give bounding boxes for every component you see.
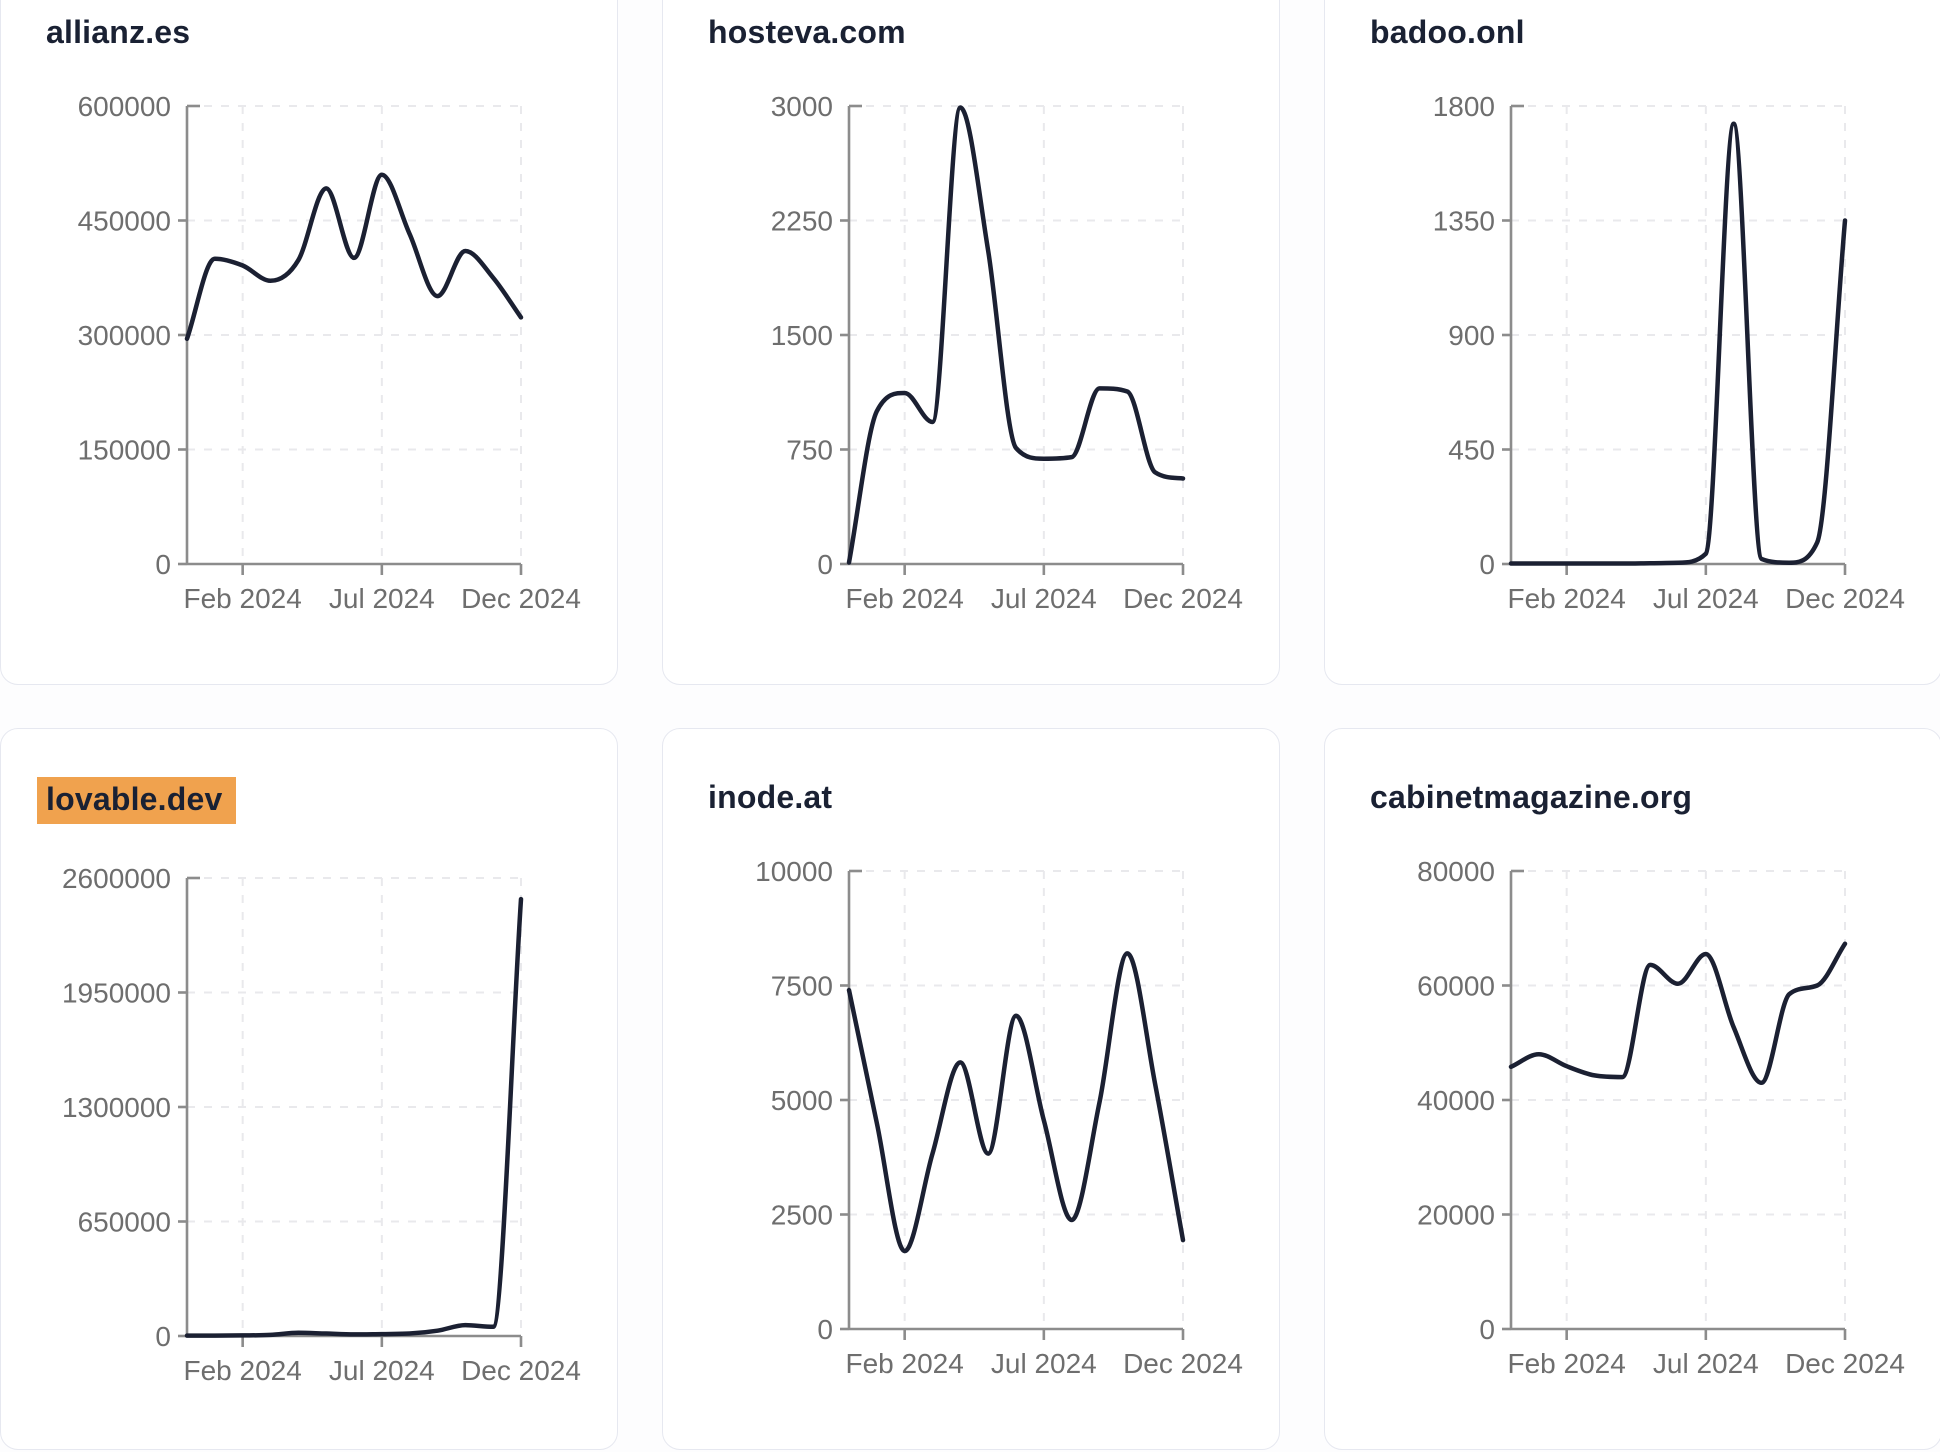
y-tick-label: 1500 [771, 320, 833, 351]
tick-labels: 0 450 900 1350 1800 Feb 2024 Jul 2024 Dec 2024 [1433, 91, 1905, 614]
y-tick-label: 450 [1448, 435, 1495, 466]
chart-title-text-highlighted: lovable.dev [37, 777, 236, 824]
x-tick-label: Dec 2024 [461, 583, 581, 614]
x-tick-label: Jul 2024 [329, 583, 435, 614]
x-tick-label: Feb 2024 [1508, 1348, 1626, 1379]
gridlines [849, 870, 1184, 1329]
axes [840, 104, 1185, 575]
tick-labels: 0 20000 40000 60000 80000 Feb 2024 Jul 2024 Dec… [1417, 856, 1905, 1379]
domain-chart-card-inode-at: inode.at 0 2500 5000 7500 10000 Feb 2024 Jul 2… [662, 728, 1280, 1450]
y-tick-label: 0 [817, 549, 833, 580]
chart-title: cabinetmagazine.org [1370, 777, 1940, 817]
x-tick-label: Dec 2024 [1785, 583, 1905, 614]
y-tick-label: 1300000 [62, 1092, 171, 1123]
line-chart-hosteva-com: 0 750 1500 2250 3000 Feb 2024 Jul 2024 Dec 2024 [771, 91, 1243, 614]
chart-title: hosteva.com [708, 12, 1279, 52]
gridlines [187, 105, 522, 564]
domain-chart-card-badoo-onl: badoo.onl 0 450 900 1350 1800 Feb 2024 Jul 202… [1324, 0, 1940, 685]
x-tick-label: Feb 2024 [846, 583, 964, 614]
chart-title: lovable.dev [37, 777, 617, 824]
y-tick-label: 60000 [1417, 971, 1495, 1002]
x-tick-label: Dec 2024 [1123, 583, 1243, 614]
x-tick-label: Dec 2024 [1123, 1348, 1243, 1379]
line-chart-cabinetmagazine-org: 0 20000 40000 60000 80000 Feb 2024 Jul 2024 Dec… [1417, 856, 1905, 1379]
line-chart-allianz-es: 0 150000 300000 450000 600000 Feb 2024 Jul 202… [78, 91, 581, 614]
x-tick-label: Jul 2024 [991, 1348, 1097, 1379]
axes [178, 104, 523, 575]
x-tick-label: Feb 2024 [184, 1355, 302, 1386]
x-tick-label: Dec 2024 [461, 1355, 581, 1386]
gridlines [1511, 105, 1846, 564]
y-tick-label: 0 [155, 1321, 171, 1352]
tick-labels: 0 150000 300000 450000 600000 Feb 2024 Jul 202… [78, 91, 581, 614]
line-chart-inode-at: 0 2500 5000 7500 10000 Feb 2024 Jul 2024 Dec 20… [755, 856, 1243, 1379]
y-tick-label: 7500 [771, 971, 833, 1002]
series-line [184, 172, 524, 342]
x-tick-label: Jul 2024 [329, 1355, 435, 1386]
y-tick-label: 0 [155, 549, 171, 580]
y-tick-label: 2600000 [62, 863, 171, 894]
y-tick-label: 80000 [1417, 856, 1495, 887]
axes [1502, 869, 1847, 1340]
y-tick-label: 300000 [78, 320, 171, 351]
y-tick-label: 0 [1479, 549, 1495, 580]
y-tick-label: 1800 [1433, 91, 1495, 122]
y-tick-label: 900 [1448, 320, 1495, 351]
chart-title-text: inode.at [708, 779, 833, 815]
x-tick-label: Feb 2024 [1508, 583, 1626, 614]
series-line [1508, 121, 1848, 566]
y-tick-label: 5000 [771, 1085, 833, 1116]
chart-title: badoo.onl [1370, 12, 1940, 52]
gridlines [187, 877, 522, 1336]
domain-chart-card-hosteva-com: hosteva.com 0 750 1500 2250 3000 Feb 2024 Jul … [662, 0, 1280, 685]
series-line [846, 951, 1186, 1254]
y-tick-label: 1350 [1433, 206, 1495, 237]
domain-chart-card-lovable-dev: lovable.dev 0 650000 1300000 1950000 2600000… [0, 728, 618, 1450]
y-tick-label: 0 [1479, 1314, 1495, 1345]
y-tick-label: 2250 [771, 206, 833, 237]
chart-title-text: allianz.es [46, 14, 191, 50]
chart-title-text: cabinetmagazine.org [1370, 779, 1693, 815]
chart-title: inode.at [708, 777, 1279, 817]
y-tick-label: 750 [786, 435, 833, 466]
gridlines [1511, 870, 1846, 1329]
chart-title-text: badoo.onl [1370, 14, 1525, 50]
y-tick-label: 600000 [78, 91, 171, 122]
line-chart-badoo-onl: 0 450 900 1350 1800 Feb 2024 Jul 2024 Dec 2024 [1433, 91, 1905, 614]
x-tick-label: Feb 2024 [184, 583, 302, 614]
domain-chart-card-allianz-es: allianz.es 0 150000 300000 450000 600000 Feb … [0, 0, 618, 685]
domain-chart-card-cabinetmagazine-org: cabinetmagazine.org 0 20000 40000 60000 8000… [1324, 728, 1940, 1450]
y-tick-label: 20000 [1417, 1200, 1495, 1231]
chart-title: allianz.es [46, 12, 617, 52]
x-tick-label: Feb 2024 [846, 1348, 964, 1379]
axes [178, 876, 523, 1347]
series-line [184, 896, 524, 1338]
tick-labels: 0 2500 5000 7500 10000 Feb 2024 Jul 2024 Dec 20… [755, 856, 1243, 1379]
tick-labels: 0 650000 1300000 1950000 2600000 Feb 2024 Jul … [62, 863, 581, 1386]
line-chart-lovable-dev: 0 650000 1300000 1950000 2600000 Feb 2024 Jul … [62, 863, 581, 1386]
series-line [846, 105, 1186, 565]
gridlines [849, 105, 1184, 564]
tick-labels: 0 750 1500 2250 3000 Feb 2024 Jul 2024 Dec 2024 [771, 91, 1243, 614]
y-tick-label: 450000 [78, 206, 171, 237]
x-tick-label: Dec 2024 [1785, 1348, 1905, 1379]
axes [1502, 104, 1847, 575]
x-tick-label: Jul 2024 [1653, 583, 1759, 614]
axes [840, 869, 1185, 1340]
y-tick-label: 3000 [771, 91, 833, 122]
y-tick-label: 40000 [1417, 1085, 1495, 1116]
series-line [1508, 941, 1848, 1086]
y-tick-label: 150000 [78, 435, 171, 466]
x-tick-label: Jul 2024 [991, 583, 1097, 614]
y-tick-label: 2500 [771, 1200, 833, 1231]
y-tick-label: 10000 [755, 856, 833, 887]
y-tick-label: 0 [817, 1314, 833, 1345]
y-tick-label: 650000 [78, 1207, 171, 1238]
x-tick-label: Jul 2024 [1653, 1348, 1759, 1379]
chart-title-text: hosteva.com [708, 14, 906, 50]
y-tick-label: 1950000 [62, 978, 171, 1009]
